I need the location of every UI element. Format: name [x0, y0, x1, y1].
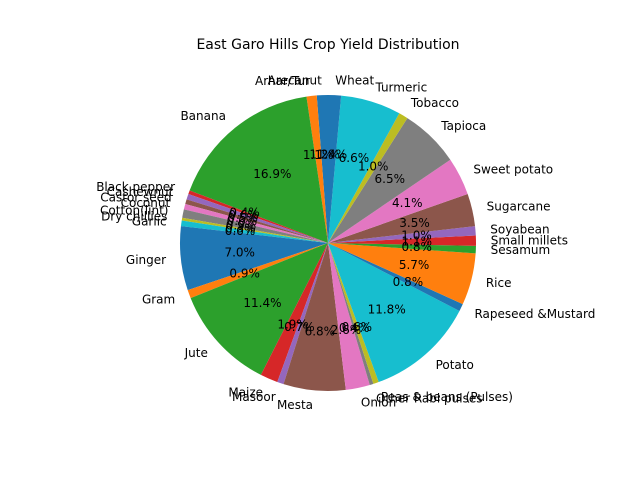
slice-label-castor-seed: Castor seed [100, 191, 171, 205]
slice-percent-sweet-potato: 4.1% [392, 196, 423, 210]
pie-slice-soyabean [328, 226, 476, 243]
pie-slice-other-rabi-pulses [328, 243, 374, 385]
slice-percent-ginger: 7.0% [224, 245, 255, 259]
slice-label-mesta: Mesta [277, 398, 313, 412]
pie-slice-tobacco [328, 113, 408, 243]
slice-label-small-millets: Small millets [491, 233, 568, 247]
slice-percent-rice: 5.7% [399, 258, 430, 272]
pie-slice-masoor [277, 243, 328, 385]
slice-label-sugarcane: Sugarcane [487, 200, 551, 214]
pie-slice-rapeseed-mustard [328, 243, 463, 311]
slice-percent-rapeseed-mustard: 0.8% [393, 275, 424, 289]
slice-label-rapeseed-mustard: Rapeseed &Mustard [474, 307, 595, 321]
slice-label-tapioca: Tapioca [440, 119, 486, 133]
pie-slice-black-pepper [188, 190, 328, 243]
slice-percent-peas-beans-pulses: 0.6% [342, 320, 373, 334]
pie-slice-gram [187, 243, 328, 299]
pie-slice-garlic [180, 220, 328, 243]
slice-label-banana: Banana [180, 109, 226, 123]
slice-label-maize: Maize [228, 385, 263, 399]
pie-slice-coconut [183, 203, 328, 243]
slice-label-sweet-potato: Sweet potato [473, 163, 553, 177]
slice-percent-black-pepper: 0.4% [229, 206, 260, 220]
slice-label-ginger: Ginger [126, 253, 166, 267]
pie-slice-maize [260, 243, 328, 383]
pie-percent-labels: 1.2%1.1%16.9%0.4%0.6%0.5%0.6%0.9%0.3%0.6… [224, 147, 432, 338]
slice-label-coconut: Coconut [121, 196, 171, 210]
slice-percent-garlic: 0.6% [225, 224, 256, 238]
slice-percent-small-millets: 1.1% [402, 235, 433, 249]
slice-percent-maize: 1.9% [277, 317, 308, 331]
pie-slice-arecanut [316, 95, 328, 243]
slice-percent-turmeric: 6.6% [339, 151, 370, 165]
slice-percent-other-rabi-pulses: 0.4% [339, 321, 370, 335]
slice-percent-tapioca: 6.5% [375, 172, 406, 186]
slice-percent-coconut: 0.6% [227, 214, 258, 228]
pie-slice-sesamum [328, 243, 476, 254]
pie-slice-potato [328, 243, 460, 383]
slice-label-other-rabi-pulses: Other Rabi pulses [376, 392, 483, 406]
slice-label-peas-beans-pulses: Peas & beans (Pulses) [381, 390, 513, 404]
slice-percent-jute: 11.4% [243, 296, 281, 310]
slice-percent-tobacco: 1.0% [358, 160, 389, 174]
slice-label-cashewnut: Cashewnut [107, 185, 174, 199]
pie-slice-castor-seed [185, 199, 328, 243]
slice-label-arecanut: Arecanut [268, 73, 322, 87]
slice-percent-wheat: 1.4% [317, 147, 348, 161]
pie-slice-cotton-lint [182, 209, 328, 243]
pie-slice-ginger [180, 226, 328, 291]
pie-slice-small-millets [328, 235, 476, 246]
slice-percent-soyabean: 1.0% [401, 229, 432, 243]
slice-percent-dry-chillies: 0.3% [225, 222, 256, 236]
slice-label-wheat: Wheat [335, 73, 374, 87]
slice-percent-onion: 2.6% [331, 323, 362, 337]
pie-slice-tapioca [328, 118, 451, 243]
slice-percent-cashewnut: 0.6% [228, 208, 259, 222]
slice-label-soyabean: Soyabean [490, 223, 549, 237]
slice-label-jute: Jute [184, 346, 208, 360]
pie-slice-peas-beans-pulses [328, 243, 379, 384]
slice-label-garlic: Garlic [132, 214, 167, 228]
slice-percent-arecanut: 1.2% [309, 147, 340, 161]
pie-slice-arhar-tur [306, 95, 328, 244]
slice-label-rice: Rice [486, 276, 512, 290]
slice-label-gram: Gram [142, 292, 175, 306]
pie-slice-rice [328, 243, 476, 305]
slice-label-onion: Onion [361, 395, 396, 409]
pie-slice-wheat [328, 95, 342, 243]
slice-percent-masoor: 0.7% [284, 320, 315, 334]
slice-label-cotton-lint: Cotton(lint) [100, 204, 168, 218]
slice-percent-mesta: 6.8% [305, 324, 336, 338]
pie-slice-banana [189, 96, 328, 243]
pie-slice-mesta [283, 243, 346, 392]
pie-slice-jute [190, 243, 328, 375]
slice-percent-banana: 16.9% [253, 167, 291, 181]
pie-slice-cashewnut [186, 194, 328, 243]
slice-label-dry-chillies: Dry chillies [101, 210, 167, 224]
slice-label-potato: Potato [436, 358, 474, 372]
pie-slice-sugarcane [328, 194, 476, 243]
slice-label-turmeric: Turmeric [374, 80, 427, 94]
slice-percent-sugarcane: 3.5% [399, 216, 430, 230]
slice-percent-potato: 11.8% [368, 303, 406, 317]
slice-label-tobacco: Tobacco [410, 96, 459, 110]
pie-slices [180, 95, 476, 392]
slice-label-black-pepper: Black pepper [96, 180, 175, 194]
pie-slice-turmeric [328, 95, 400, 243]
pie-slice-onion [328, 243, 370, 390]
slice-percent-castor-seed: 0.5% [227, 211, 258, 225]
pie-slice-sweet-potato [328, 159, 468, 243]
pie-slice-dry-chillies [181, 217, 328, 243]
slice-percent-cotton-lint: 0.9% [226, 218, 257, 232]
slice-percent-arhar-tur: 1.1% [303, 148, 334, 162]
slice-label-arhar-tur: Arhar/Tur [255, 74, 310, 88]
slice-label-masoor: Masoor [232, 390, 276, 404]
slice-percent-gram: 0.9% [229, 267, 260, 281]
slice-label-sesamum: Sesamum [491, 243, 551, 257]
slice-percent-sesamum: 0.8% [401, 240, 432, 254]
chart-title: East Garo Hills Crop Yield Distribution [196, 37, 459, 53]
